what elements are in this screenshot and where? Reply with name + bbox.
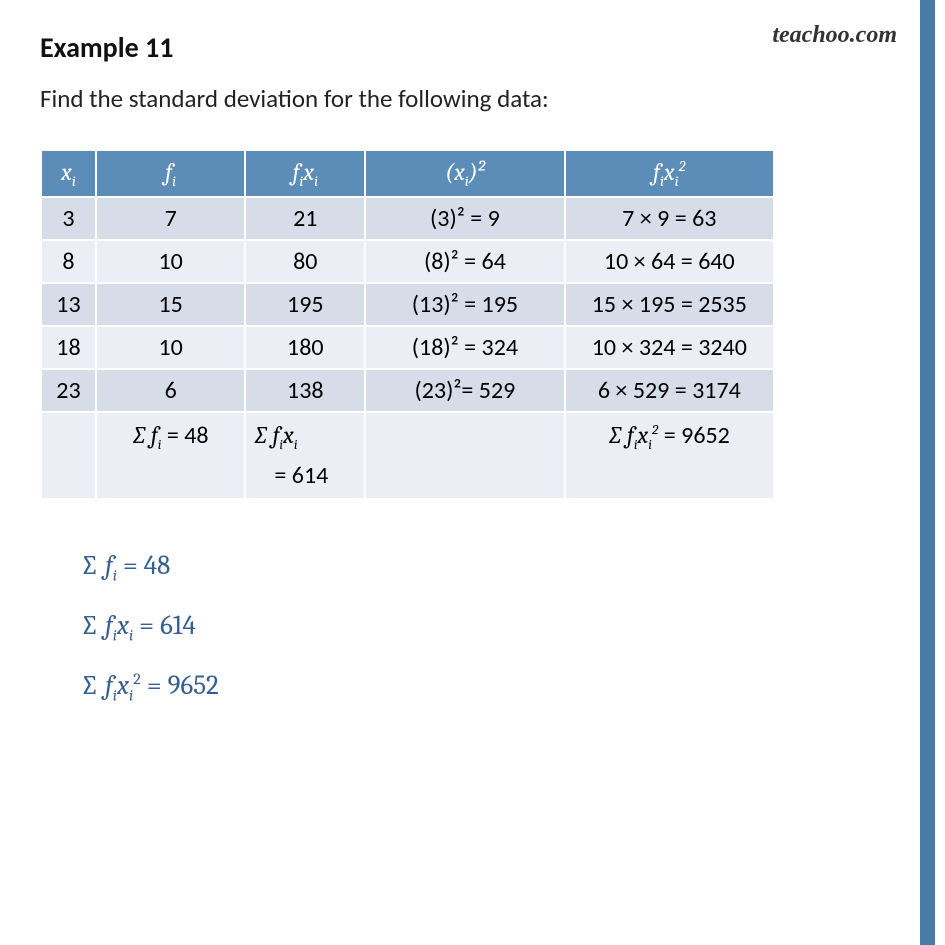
cell-fixi: 195 — [245, 283, 365, 326]
table-header-row: xi fi fixi (xi)² fixi2 — [41, 150, 774, 197]
cell-xi2: (23)²= 529 — [365, 369, 564, 412]
cell-xi: 8 — [41, 240, 96, 283]
cell-fixi2: 6 × 529 = 3174 — [565, 369, 774, 412]
cell-sum-fixi: ∑ fixi= 614 — [245, 412, 365, 499]
cell-fi: 6 — [96, 369, 246, 412]
table-row: 13 15 195 (13)² = 195 15 × 195 = 2535 — [41, 283, 774, 326]
cell-fi: 7 — [96, 197, 246, 240]
cell-xi: 23 — [41, 369, 96, 412]
cell-fi: 15 — [96, 283, 246, 326]
col-header-xi: xi — [41, 150, 96, 197]
page-content: Example 11 Find the standard deviation f… — [0, 0, 945, 751]
cell-xi2: (18)² = 324 — [365, 326, 564, 369]
results-block: ∑ fi = 48 ∑ fixi = 614 ∑ fixi2 = 9652 — [80, 550, 905, 705]
cell-fixi2: 7 × 9 = 63 — [565, 197, 774, 240]
cell-sum-fixi2: ∑ fixi2 = 9652 — [565, 412, 774, 499]
cell-empty — [41, 412, 96, 499]
result-sum-fixi2: ∑ fixi2 = 9652 — [80, 670, 905, 704]
table-row: 3 7 21 (3)² = 9 7 × 9 = 63 — [41, 197, 774, 240]
result-sum-fixi: ∑ fixi = 614 — [80, 610, 905, 644]
result-sum-fi: ∑ fi = 48 — [80, 550, 905, 584]
cell-xi2: (13)² = 195 — [365, 283, 564, 326]
cell-fixi2: 10 × 64 = 640 — [565, 240, 774, 283]
cell-xi: 13 — [41, 283, 96, 326]
cell-fi: 10 — [96, 326, 246, 369]
cell-xi2: (3)² = 9 — [365, 197, 564, 240]
col-header-fixi: fixi — [245, 150, 365, 197]
cell-fixi: 21 — [245, 197, 365, 240]
cell-fi: 10 — [96, 240, 246, 283]
data-table: xi fi fixi (xi)² fixi2 3 7 21 (3)² = 9 7… — [40, 149, 775, 500]
table-row: 23 6 138 (23)²= 529 6 × 529 = 3174 — [41, 369, 774, 412]
table-row: 8 10 80 (8)² = 64 10 × 64 = 640 — [41, 240, 774, 283]
table-row: 18 10 180 (18)² = 324 10 × 324 = 3240 — [41, 326, 774, 369]
cell-xi2: (8)² = 64 — [365, 240, 564, 283]
cell-fixi: 80 — [245, 240, 365, 283]
cell-fixi2: 15 × 195 = 2535 — [565, 283, 774, 326]
col-header-xi2: (xi)² — [365, 150, 564, 197]
question-prompt: Find the standard deviation for the foll… — [40, 83, 905, 114]
table-total-row: ∑ fi = 48 ∑ fixi= 614 ∑ fixi2 = 9652 — [41, 412, 774, 499]
col-header-fixi2: fixi2 — [565, 150, 774, 197]
cell-fixi: 180 — [245, 326, 365, 369]
cell-xi: 3 — [41, 197, 96, 240]
cell-sum-fi: ∑ fi = 48 — [96, 412, 246, 499]
watermark: teachoo.com — [772, 22, 897, 49]
side-accent-bar — [920, 0, 935, 945]
cell-fixi: 138 — [245, 369, 365, 412]
cell-empty — [365, 412, 564, 499]
col-header-fi: fi — [96, 150, 246, 197]
cell-xi: 18 — [41, 326, 96, 369]
cell-fixi2: 10 × 324 = 3240 — [565, 326, 774, 369]
